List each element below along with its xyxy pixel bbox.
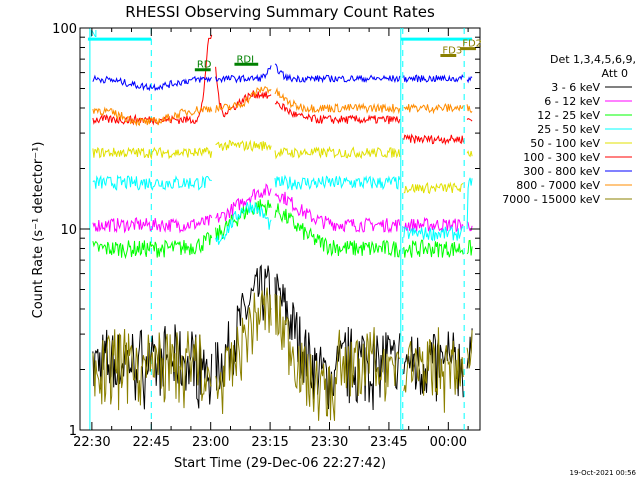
legend-title-line1: Det 1,3,4,5,6,9, [550,53,636,66]
legend-label: 25 - 50 keV [537,123,600,136]
legend-label: 800 - 7000 keV [516,179,600,192]
series-s3 [92,199,473,260]
legend-label: 50 - 100 keV [530,137,600,150]
x-tick-label: 23:00 [192,435,229,450]
legend-label: 3 - 6 keV [551,81,600,94]
series-line [92,85,473,127]
chart-title: RHESSI Observing Summary Count Rates [125,3,435,21]
x-tick-label: 23:30 [311,435,348,450]
series-s7 [92,63,473,92]
series-line [92,139,473,195]
y-tick-label: 1 [69,424,77,439]
series-line [92,264,473,411]
series-s8 [92,85,473,127]
series-line [92,199,473,260]
x-tick-label: 23:15 [251,435,288,450]
state-flag-label: RD [197,60,212,71]
series-layer [92,34,473,421]
x-tick-label: 00:00 [430,435,467,450]
footer-timestamp: 19-Oct-2021 00:56 [570,469,637,477]
axis-ticks: 22:30 22:45 23:00 23:15 23:30 23:45 00:00 1 10 10… [52,22,480,450]
legend-title-line2: Att 0 [602,67,628,80]
state-flag-label: FD2 [462,39,482,50]
state-flag-label: N [90,29,97,40]
y-tick-label: 10 [60,223,77,238]
legend-label: 6 - 12 keV [544,95,600,108]
legend-label: 100 - 300 keV [523,151,600,164]
series-s5 [92,139,473,195]
state-flag-label: RDI [236,54,254,65]
series-s4 [92,174,473,245]
series-line [92,287,473,421]
series-line [92,63,473,92]
x-tick-label: 22:45 [133,435,170,450]
series-s1 [92,264,473,411]
x-tick-label: 22:30 [73,435,110,450]
y-tick-label: 100 [52,22,77,37]
state-flag-label: FD3 [442,45,462,56]
x-tick-label: 23:45 [370,435,407,450]
series-line [92,174,473,245]
x-axis-label: Start Time (29-Dec-06 22:27:42) [174,456,386,471]
y-axis-label: Count Rate (s⁻¹ detector⁻¹) [31,142,46,319]
series-s9 [92,287,473,421]
legend-label: 7000 - 15000 keV [502,193,600,206]
legend-label: 300 - 800 keV [523,165,600,178]
legend-label: 12 - 25 keV [537,109,600,122]
